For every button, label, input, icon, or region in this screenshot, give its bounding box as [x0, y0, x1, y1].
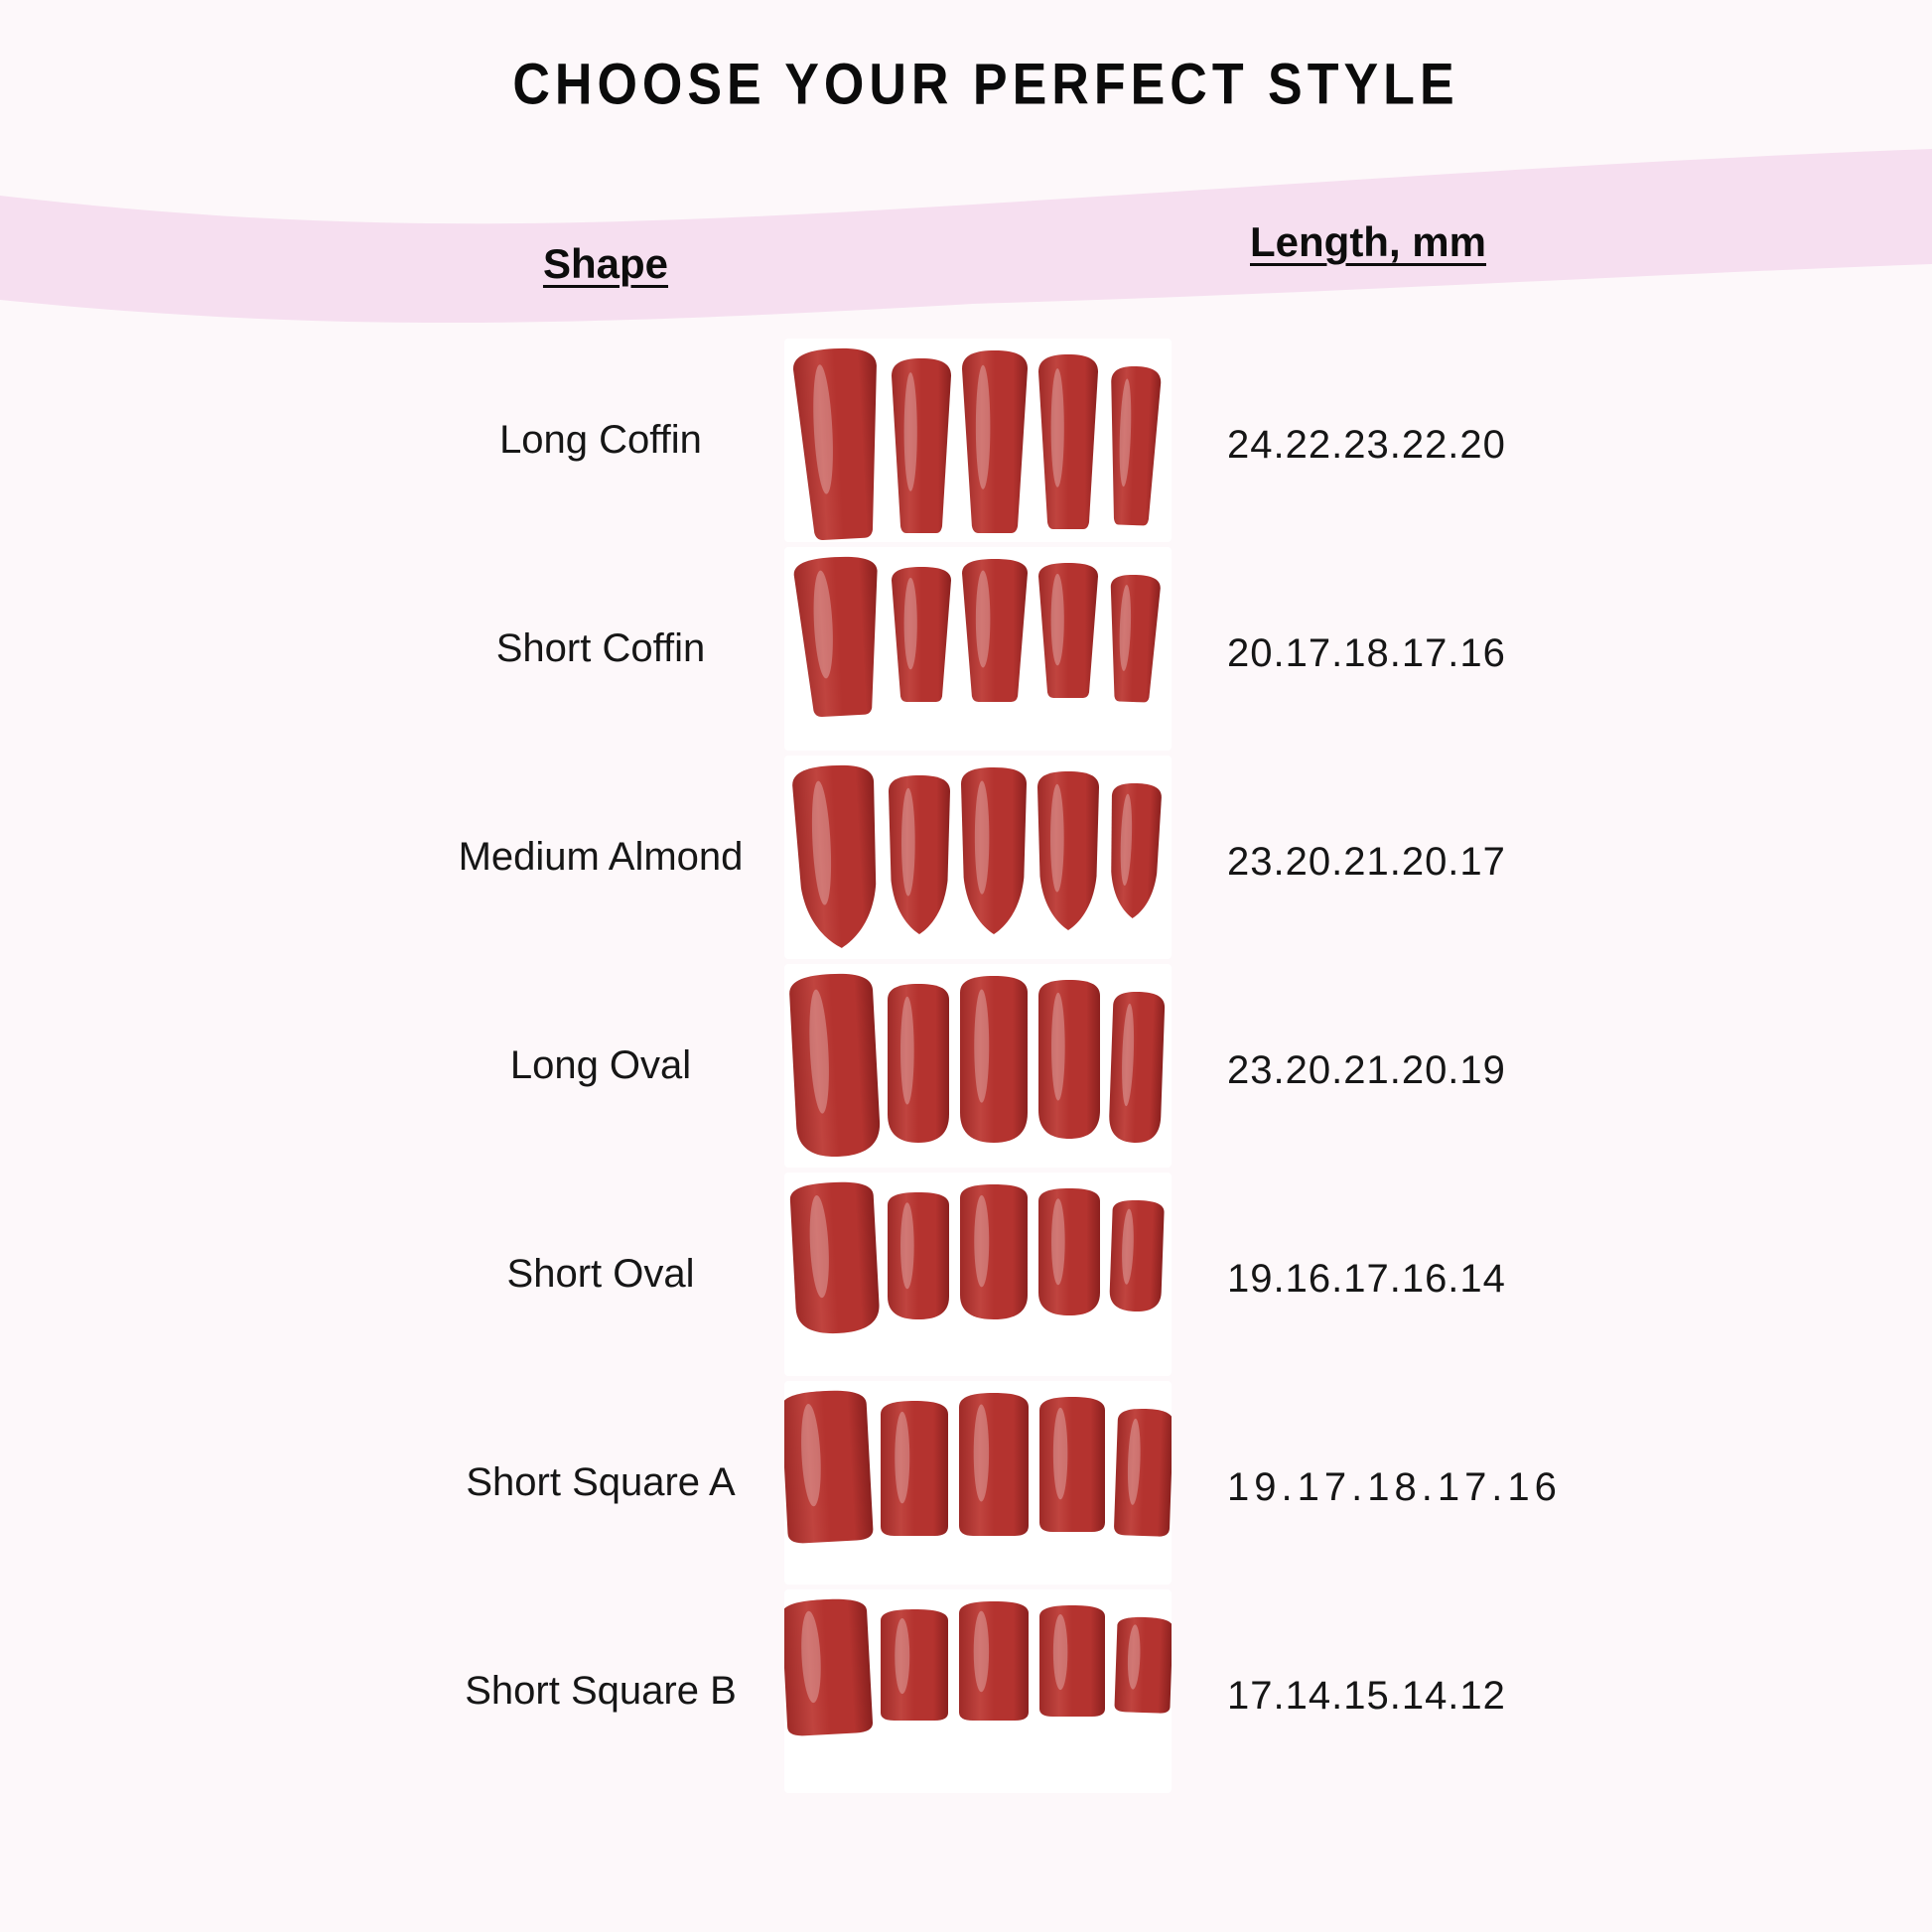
nail-photo	[781, 1588, 1173, 1793]
size-row: Short Square B 17.14.15.14.12	[0, 1587, 1932, 1795]
row-lengths: 17.14.15.14.12	[1227, 1673, 1506, 1718]
nail-icon	[888, 983, 949, 1143]
nail-set-icon	[789, 1181, 1165, 1333]
nail-icon	[960, 975, 1028, 1143]
nail-set-icon	[781, 1598, 1173, 1735]
column-header-length: Length, mm	[1250, 218, 1486, 265]
nail-icon	[793, 556, 878, 717]
nail-icon	[962, 558, 1028, 702]
nail-icon	[892, 566, 951, 702]
nail-photo	[784, 963, 1172, 1168]
nail-icon	[960, 1183, 1028, 1319]
row-lengths: 19.16.17.16.14	[1227, 1256, 1506, 1301]
nail-icon	[1114, 1616, 1173, 1714]
nail-set-icon	[793, 347, 1162, 540]
page-title: CHOOSE YOUR PERFECT STYLE	[512, 53, 1459, 118]
nail-icon	[1039, 1396, 1105, 1532]
nail-icon	[1038, 353, 1098, 529]
nail-icon	[881, 1608, 948, 1721]
nail-icon	[789, 1181, 880, 1333]
wave-ribbon-shape	[0, 149, 1932, 323]
row-label: Long Oval	[509, 1043, 692, 1087]
row-label: Short Coffin	[495, 626, 706, 670]
nail-set-icon	[780, 1390, 1173, 1543]
nail-photo	[784, 1172, 1172, 1376]
size-row: Short Square A 19.17.18.17.16	[0, 1378, 1932, 1587]
nail-icon	[1111, 782, 1162, 918]
nail-icon	[892, 357, 951, 533]
nail-icon	[962, 349, 1028, 533]
row-label: Medium Almond	[458, 835, 744, 879]
size-row: Medium Almond 23.20.21.20.17	[0, 753, 1932, 961]
wave-banner	[0, 149, 1932, 323]
nail-icon	[889, 774, 950, 934]
size-table: Long Coffin 24.22.23.22.20 Short Coffin 20.…	[0, 336, 1932, 1795]
nail-icon	[1038, 1187, 1100, 1315]
nail-icon	[1110, 574, 1161, 702]
row-label: Short Oval	[506, 1252, 695, 1296]
nail-icon	[1114, 1408, 1173, 1537]
nail-icon	[789, 973, 881, 1157]
row-lengths: 20.17.18.17.16	[1227, 630, 1506, 675]
nail-icon	[780, 1390, 874, 1543]
nail-icon	[1109, 1199, 1165, 1311]
nail-photo	[780, 1380, 1173, 1585]
nail-icon	[961, 766, 1027, 934]
size-row: Short Coffin 20.17.18.17.16	[0, 544, 1932, 753]
size-row: Short Oval 19.16.17.16.14	[0, 1170, 1932, 1378]
row-lengths: 23.20.21.20.17	[1227, 839, 1506, 884]
row-label: Long Coffin	[499, 418, 702, 462]
nail-icon	[881, 1400, 948, 1536]
nail-icon	[1039, 1604, 1105, 1717]
nail-icon	[1037, 770, 1099, 930]
nail-set-icon	[792, 764, 1162, 948]
column-header-shape: Shape	[542, 240, 669, 287]
size-row: Long Oval 23.20.21.20.19	[0, 961, 1932, 1170]
row-label: Short Square A	[466, 1460, 736, 1504]
nail-icon	[959, 1392, 1029, 1536]
nail-photo	[784, 546, 1172, 751]
nail-icon	[792, 764, 877, 948]
row-lengths: 24.22.23.22.20	[1227, 422, 1506, 467]
row-label: Short Square B	[465, 1669, 737, 1713]
nail-photo	[784, 338, 1172, 542]
row-lengths: 19.17.18.17.16	[1227, 1464, 1562, 1509]
nail-icon	[1038, 562, 1098, 698]
nail-icon	[1109, 991, 1166, 1143]
nail-icon	[781, 1598, 874, 1735]
nail-icon	[793, 347, 877, 540]
nail-icon	[1111, 365, 1162, 525]
nail-icon	[1038, 979, 1100, 1139]
nail-set-icon	[789, 973, 1166, 1157]
nail-photo	[784, 755, 1172, 959]
nail-icon	[888, 1191, 949, 1319]
row-lengths: 23.20.21.20.19	[1227, 1047, 1506, 1092]
nail-icon	[959, 1600, 1029, 1721]
nail-set-icon	[793, 556, 1161, 717]
size-row: Long Coffin 24.22.23.22.20	[0, 336, 1932, 544]
